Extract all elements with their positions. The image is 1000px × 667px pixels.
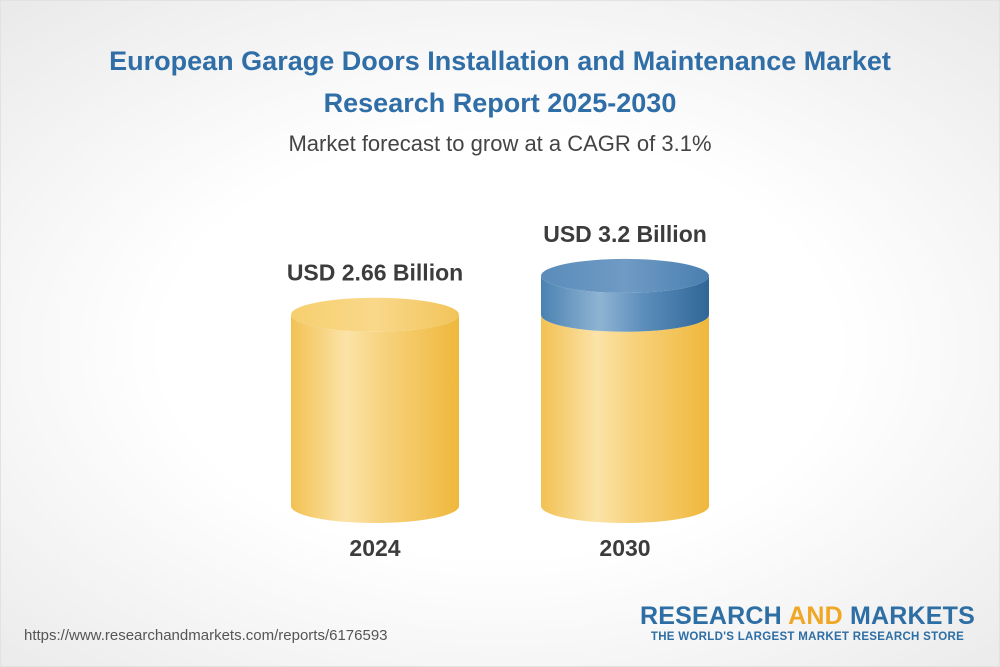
value-label-2024: USD 2.66 Billion	[287, 260, 463, 286]
cylinder-top-2030	[541, 258, 709, 293]
title-line-1: European Garage Doors Installation and M…	[109, 46, 891, 76]
cylinder-top-2024	[291, 297, 459, 332]
logo-word-and: AND	[788, 602, 843, 630]
logo-tagline: THE WORLD'S LARGEST MARKET RESEARCH STOR…	[650, 631, 965, 643]
cylinder-growth-segment-2030	[541, 275, 709, 332]
cylinder-body-2030	[541, 314, 709, 523]
research-and-markets-logo: RESEARCH AND MARKETS THE WORLD'S LARGEST…	[640, 603, 975, 645]
cylinder-body-2024	[291, 314, 459, 523]
chart-title: European Garage Doors Installation and M…	[0, 40, 1000, 124]
category-label-2030: 2030	[599, 535, 650, 561]
logo-word-markets: MARKETS	[842, 602, 975, 630]
logo-wordmark: RESEARCH AND MARKETS	[640, 603, 975, 629]
source-url[interactable]: https://www.researchandmarkets.com/repor…	[24, 627, 388, 644]
title-line-2: Research Report 2025-2030	[323, 88, 677, 118]
logo-word-research: RESEARCH	[639, 602, 789, 630]
value-label-2030: USD 3.2 Billion	[543, 221, 707, 247]
category-label-2024: 2024	[349, 535, 400, 561]
chart-subtitle: Market forecast to grow at a CAGR of 3.1…	[288, 131, 712, 156]
